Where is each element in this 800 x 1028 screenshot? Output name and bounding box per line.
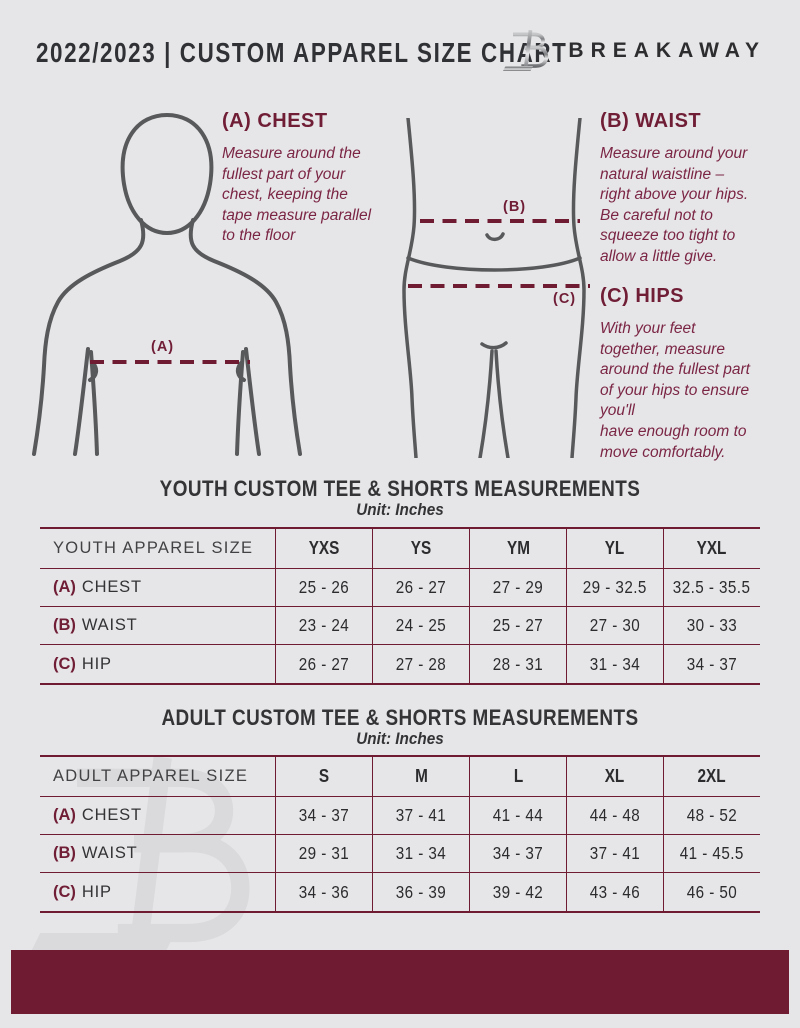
adult-chest-cell: 34 - 37: [275, 797, 372, 835]
adult-size-col-header: M: [372, 757, 469, 797]
adult-waist-cell: 34 - 37: [469, 835, 566, 873]
adult-chest-cell: 37 - 41: [372, 797, 469, 835]
youth-size-col-header: YXL: [663, 529, 760, 569]
chest-instruction-block: (A) CHEST Measure around the fullest par…: [222, 110, 407, 247]
upper-body-figure: [32, 112, 302, 456]
lower-body-figure: [402, 118, 590, 458]
chest-instruction-heading: (A) CHEST: [222, 110, 328, 132]
youth-waist-cell: 25 - 27: [469, 607, 566, 645]
adult-size-col-header: 2XL: [663, 757, 760, 797]
youth-chest-cell: 25 - 26: [275, 569, 372, 607]
youth-chest-cell: 32.5 - 35.5: [663, 569, 760, 607]
adult-table-corner-header: ADULT APPAREL SIZE: [40, 757, 275, 797]
adult-chest-cell: 44 - 48: [566, 797, 663, 835]
youth-size-col-header: YXS: [275, 529, 372, 569]
hips-instruction-text: With your feet together, measure around …: [600, 320, 750, 461]
adult-hip-cell: 39 - 42: [469, 873, 566, 911]
adult-size-table: ADULT APPAREL SIZE S M L XL 2XL (A) CHEST…: [40, 755, 760, 913]
youth-hip-cell: 34 - 37: [663, 645, 760, 683]
adult-hip-cell: 34 - 36: [275, 873, 372, 911]
adult-size-col-header: L: [469, 757, 566, 797]
adult-table-title: ADULT CUSTOM TEE & SHORTS MEASUREMENTS: [161, 705, 639, 730]
adult-hip-cell: 43 - 46: [566, 873, 663, 911]
youth-waist-row-label: (B) WAIST: [40, 607, 275, 645]
adult-chest-cell: 41 - 44: [469, 797, 566, 835]
adult-chest-cell: 48 - 52: [663, 797, 760, 835]
youth-size-table: YOUTH APPAREL SIZE YXS YS YM YL YXL (A) C…: [40, 527, 760, 685]
brand-lockup: BREAKAWAY: [503, 27, 766, 75]
adult-hip-row-label: (C) HIP: [53, 882, 112, 901]
youth-size-col-header: YS: [372, 529, 469, 569]
adult-waist-cell: 31 - 34: [372, 835, 469, 873]
footer-bar: [11, 950, 789, 1014]
youth-table-corner-header: YOUTH APPAREL SIZE: [40, 529, 275, 569]
adult-waist-cell: 37 - 41: [566, 835, 663, 873]
youth-waist-cell: 24 - 25: [372, 607, 469, 645]
youth-waist-cell: 30 - 33: [663, 607, 760, 645]
youth-chest-row-label: (A) CHEST: [40, 569, 275, 607]
adult-waist-row-label: (B) WAIST: [40, 835, 275, 873]
hips-line-label: (C): [553, 291, 577, 307]
chest-instruction-text: Measure around the fullest part of your …: [222, 145, 372, 245]
youth-hip-row-label: (C) HIP: [53, 654, 112, 673]
waist-instruction-text: Measure around your natural waistline – …: [600, 145, 749, 266]
adult-chest-row-label: (A) CHEST: [40, 797, 275, 835]
adult-waist-cell: 29 - 31: [275, 835, 372, 873]
brand-name: BREAKAWAY: [568, 39, 766, 62]
chest-line-label: (A): [151, 339, 175, 355]
waist-line-label: (B): [503, 199, 527, 215]
youth-chest-cell: 29 - 32.5: [566, 569, 663, 607]
adult-table-unit: Unit: Inches: [356, 729, 444, 748]
youth-chest-cell: 26 - 27: [372, 569, 469, 607]
youth-table-title: YOUTH CUSTOM TEE & SHORTS MEASUREMENTS: [159, 476, 641, 501]
youth-hip-cell: 27 - 28: [372, 645, 469, 683]
hips-instruction-heading: (C) HIPS: [600, 285, 684, 307]
youth-hip-cell: 31 - 34: [566, 645, 663, 683]
youth-waist-cell: 23 - 24: [275, 607, 372, 645]
waist-instruction-heading: (B) WAIST: [600, 110, 702, 132]
waist-instruction-block: (B) WAIST Measure around your natural wa…: [600, 110, 796, 268]
adult-hip-cell: 46 - 50: [663, 873, 760, 911]
breakaway-b-logo-icon: [503, 29, 549, 71]
youth-size-col-header: YM: [469, 529, 566, 569]
youth-hip-cell: 26 - 27: [275, 645, 372, 683]
youth-hip-cell: 28 - 31: [469, 645, 566, 683]
adult-size-col-header: XL: [566, 757, 663, 797]
youth-chest-cell: 27 - 29: [469, 569, 566, 607]
adult-waist-cell: 41 - 45.5: [663, 835, 760, 873]
youth-waist-cell: 27 - 30: [566, 607, 663, 645]
adult-hip-cell: 36 - 39: [372, 873, 469, 911]
youth-table-unit: Unit: Inches: [356, 500, 444, 519]
youth-size-col-header: YL: [566, 529, 663, 569]
page-title: 2022/2023 | CUSTOM APPAREL SIZE CHART: [36, 37, 568, 68]
breakaway-watermark-logo-icon: [28, 756, 250, 958]
hips-instruction-block: (C) HIPS With your feet together, measur…: [600, 285, 796, 463]
adult-size-col-header: S: [275, 757, 372, 797]
